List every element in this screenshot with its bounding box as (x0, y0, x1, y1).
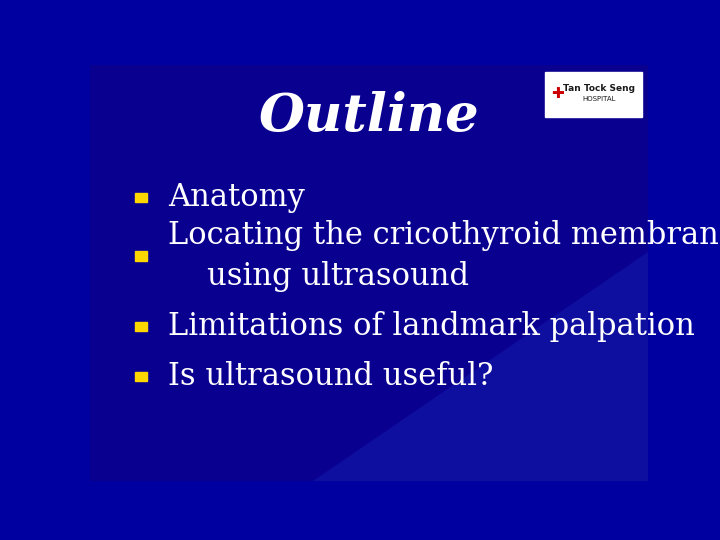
Text: HOSPITAL: HOSPITAL (582, 96, 616, 102)
FancyBboxPatch shape (135, 193, 147, 202)
FancyBboxPatch shape (135, 372, 147, 381)
Polygon shape (313, 252, 648, 481)
Polygon shape (90, 65, 648, 481)
Text: Is ultrasound useful?: Is ultrasound useful? (168, 361, 493, 392)
Text: Limitations of landmark palpation: Limitations of landmark palpation (168, 311, 695, 342)
FancyBboxPatch shape (135, 322, 147, 332)
Text: Outline: Outline (258, 91, 480, 142)
Text: ✚: ✚ (552, 86, 564, 101)
FancyBboxPatch shape (545, 72, 642, 117)
Text: Tan Tock Seng: Tan Tock Seng (563, 84, 635, 92)
Text: Locating the cricothyroid membrane (CTM)
    using ultrasound: Locating the cricothyroid membrane (CTM)… (168, 220, 720, 292)
Text: Anatomy: Anatomy (168, 183, 305, 213)
FancyBboxPatch shape (135, 252, 147, 261)
